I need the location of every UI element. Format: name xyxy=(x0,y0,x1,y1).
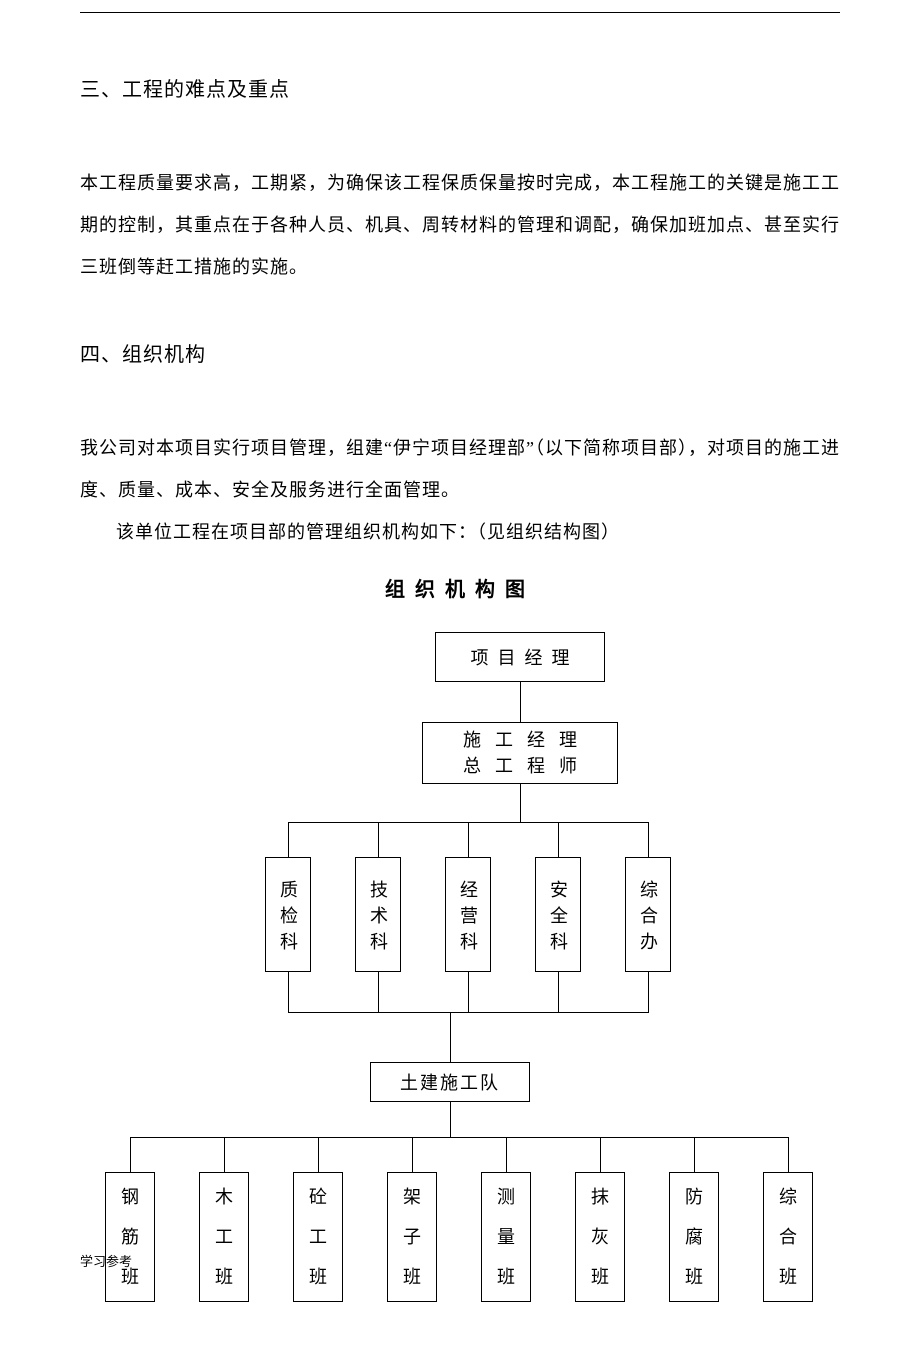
connector xyxy=(288,822,289,857)
node-label: 测量班 xyxy=(490,1177,522,1297)
connector xyxy=(788,1137,789,1172)
page-footer: 学习参考 xyxy=(80,1251,132,1270)
connector xyxy=(130,1137,788,1138)
node-project-manager: 项目经理 xyxy=(435,632,605,682)
node-label: 综合办 xyxy=(635,880,661,958)
node-label: 砼工班 xyxy=(302,1177,334,1297)
connector xyxy=(224,1137,225,1172)
node-safety-dept: 安全科 xyxy=(535,857,581,972)
node-anticorrosion-team: 防腐班 xyxy=(669,1172,719,1302)
node-label: 抹灰班 xyxy=(584,1177,616,1297)
node-label: 经营科 xyxy=(455,880,481,958)
org-chart: 项目经理 施工经理 总工程师 质检科 技术科 经营科 安全科 综合办 土建施工队 xyxy=(80,632,840,1352)
connector xyxy=(288,972,289,1012)
connector xyxy=(378,822,379,857)
connector xyxy=(450,1102,451,1137)
connector xyxy=(288,1012,649,1013)
node-survey-team: 测量班 xyxy=(481,1172,531,1302)
connector xyxy=(450,1012,451,1062)
connector xyxy=(468,972,469,1012)
node-concrete-team: 砼工班 xyxy=(293,1172,343,1302)
node-label-line2: 总工程师 xyxy=(463,753,591,779)
section-4-heading: 四、组织机构 xyxy=(80,338,840,367)
node-label: 项目经理 xyxy=(471,644,579,670)
node-label-line1: 施工经理 xyxy=(463,727,591,753)
connector xyxy=(520,682,521,722)
node-carpentry-team: 木工班 xyxy=(199,1172,249,1302)
connector xyxy=(558,822,559,857)
node-rebar-team: 钢筋班 xyxy=(105,1172,155,1302)
node-label: 综合班 xyxy=(772,1177,804,1297)
node-business-dept: 经营科 xyxy=(445,857,491,972)
connector xyxy=(468,822,469,857)
node-scaffold-team: 架子班 xyxy=(387,1172,437,1302)
connector xyxy=(694,1137,695,1172)
connector xyxy=(378,972,379,1012)
section-3-heading: 三、工程的难点及重点 xyxy=(80,73,840,102)
connector xyxy=(600,1137,601,1172)
connector xyxy=(648,822,649,857)
node-general-office: 综合办 xyxy=(625,857,671,972)
org-chart-title: 组织机构图 xyxy=(80,573,840,602)
node-construction-team: 土建施工队 xyxy=(370,1062,530,1102)
connector xyxy=(130,1137,131,1172)
section-4-paragraph-2: 该单位工程在项目部的管理组织机构如下：（见组织结构图） xyxy=(80,511,840,553)
node-plaster-team: 抹灰班 xyxy=(575,1172,625,1302)
node-label: 架子班 xyxy=(396,1177,428,1297)
node-tech-dept: 技术科 xyxy=(355,857,401,972)
connector xyxy=(412,1137,413,1172)
node-label: 防腐班 xyxy=(678,1177,710,1297)
top-border-line xyxy=(80,12,840,13)
connector xyxy=(520,784,521,822)
node-label: 钢筋班 xyxy=(114,1177,146,1297)
node-quality-dept: 质检科 xyxy=(265,857,311,972)
node-label: 土建施工队 xyxy=(400,1069,500,1095)
connector xyxy=(506,1137,507,1172)
connector xyxy=(318,1137,319,1172)
node-general-team: 综合班 xyxy=(763,1172,813,1302)
connector xyxy=(648,972,649,1012)
node-label: 安全科 xyxy=(545,880,571,958)
node-construction-manager: 施工经理 总工程师 xyxy=(422,722,618,784)
node-label: 木工班 xyxy=(208,1177,240,1297)
node-label: 技术科 xyxy=(365,880,391,958)
connector xyxy=(558,972,559,1012)
node-label: 质检科 xyxy=(275,880,301,958)
section-4-paragraph-1: 我公司对本项目实行项目管理，组建“伊宁项目经理部”（以下简称项目部），对项目的施… xyxy=(80,427,840,511)
section-3-paragraph: 本工程质量要求高，工期紧，为确保该工程保质保量按时完成，本工程施工的关键是施工工… xyxy=(80,162,840,288)
